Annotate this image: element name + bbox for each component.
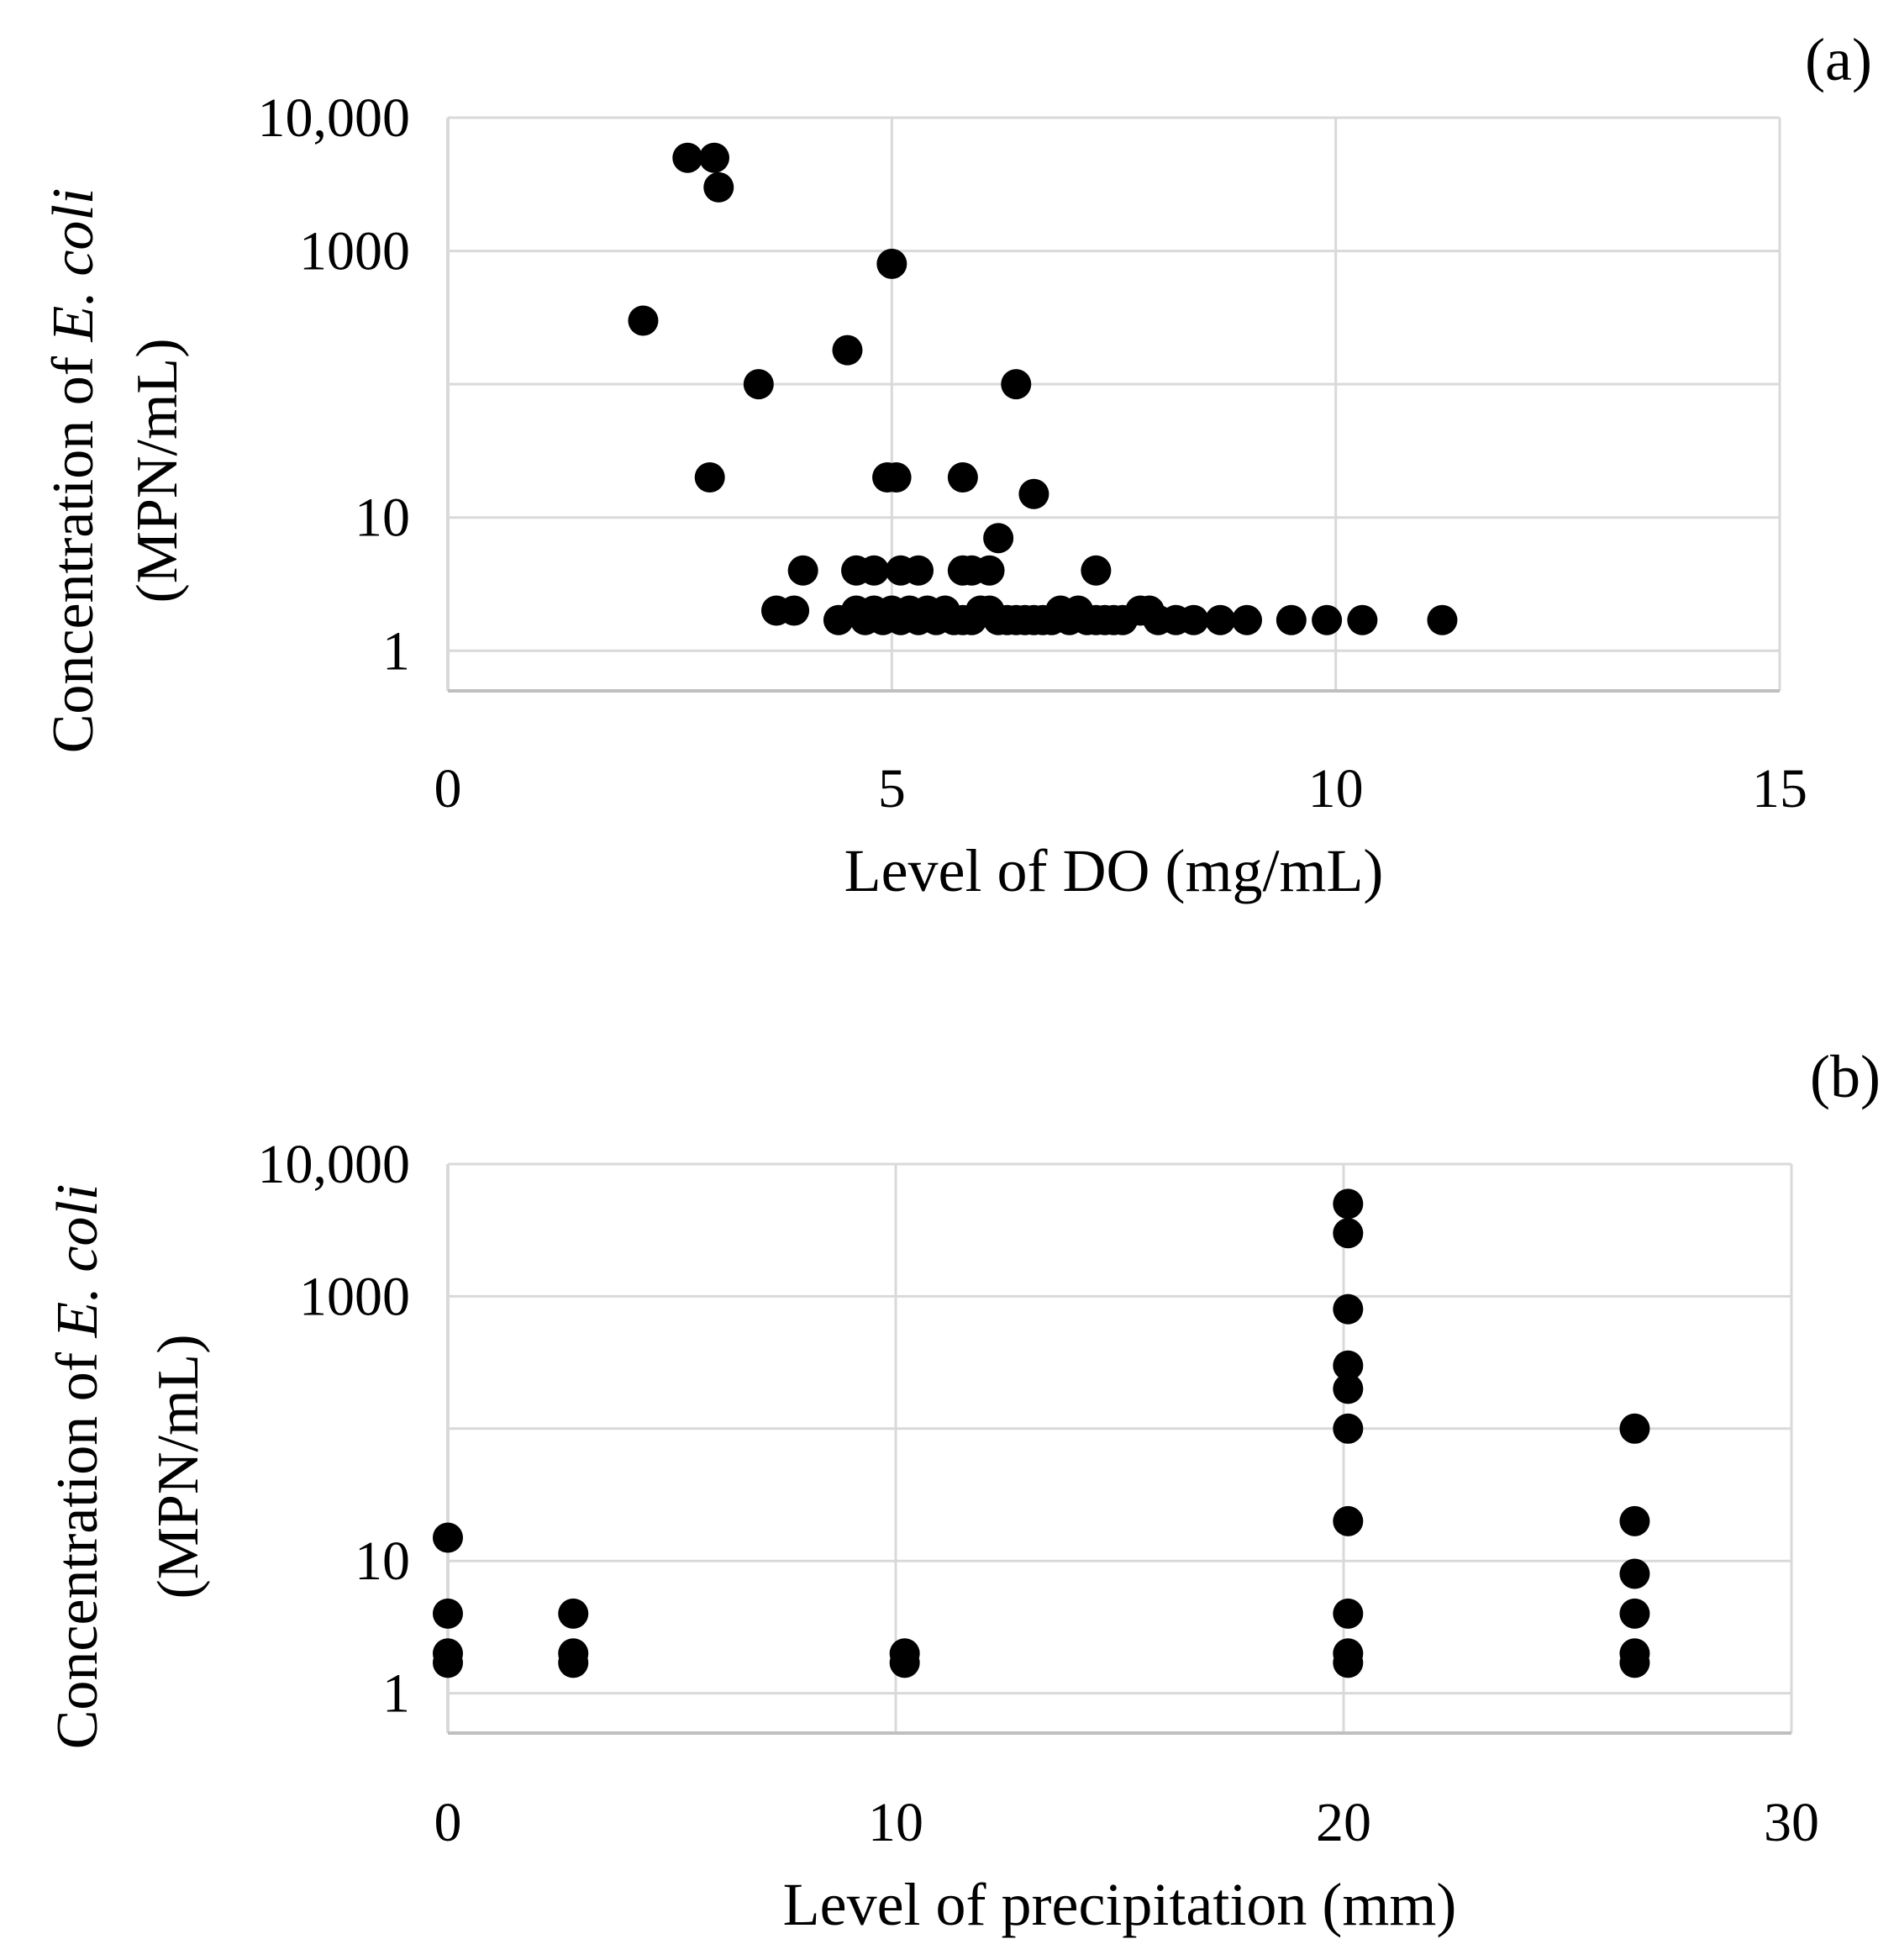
y-tick-label: 1 bbox=[382, 1663, 410, 1725]
data-point bbox=[1427, 604, 1458, 635]
x-tick-label: 0 bbox=[434, 1792, 462, 1853]
panel-a-chart: 1 10 1000 10,000 0 5 10 15 Level of DO (mg/mL) Co… bbox=[41, 26, 1872, 904]
y-axis-label-line1: Concentration of E. coli bbox=[45, 1184, 110, 1750]
data-point bbox=[1347, 604, 1378, 635]
panel-label: (a) bbox=[1805, 26, 1872, 93]
y-axis-label-organism: E. coli bbox=[41, 188, 106, 343]
data-point bbox=[876, 248, 907, 279]
data-point bbox=[881, 461, 912, 493]
data-point bbox=[694, 461, 725, 493]
data-point bbox=[1018, 478, 1049, 509]
data-point bbox=[1205, 604, 1236, 635]
data-point bbox=[1333, 1188, 1364, 1220]
data-point bbox=[1619, 1413, 1650, 1444]
data-point bbox=[1333, 1293, 1364, 1325]
x-tick-label: 10 bbox=[868, 1792, 923, 1853]
y-tick-label: 10,000 bbox=[258, 87, 411, 149]
data-point bbox=[703, 171, 734, 203]
data-point bbox=[1333, 1598, 1364, 1629]
data-point bbox=[1619, 1598, 1650, 1629]
panel-b-chart: 1 10 1000 10,000 0 10 20 30 Level of precipitati… bbox=[45, 1043, 1881, 1938]
x-axis-label: Level of DO (mg/mL) bbox=[844, 837, 1384, 904]
data-point bbox=[1232, 604, 1262, 635]
data-point bbox=[699, 142, 729, 173]
data-point bbox=[1333, 1413, 1364, 1444]
data-point bbox=[779, 595, 810, 626]
x-tick-label: 0 bbox=[434, 758, 462, 819]
panel-label: (b) bbox=[1810, 1043, 1881, 1110]
data-point bbox=[983, 523, 1014, 554]
data-point bbox=[1312, 604, 1343, 635]
data-point bbox=[1178, 604, 1209, 635]
data-point bbox=[1333, 1373, 1364, 1404]
y-tick-label: 10 bbox=[355, 1531, 410, 1592]
data-point bbox=[1333, 1218, 1364, 1249]
data-point bbox=[1001, 369, 1032, 400]
data-point bbox=[433, 1598, 463, 1629]
x-tick-label: 5 bbox=[878, 758, 906, 819]
data-point bbox=[1333, 1647, 1364, 1678]
data-point bbox=[558, 1598, 589, 1629]
data-point bbox=[1619, 1558, 1650, 1589]
data-point bbox=[903, 555, 934, 586]
data-point bbox=[1333, 1505, 1364, 1536]
data-point bbox=[1276, 604, 1307, 635]
y-axis-label-prefix: Concentration of bbox=[41, 341, 106, 753]
y-axis-label-line2: (MPN/mL) bbox=[146, 1335, 211, 1599]
data-point bbox=[947, 461, 978, 493]
y-tick-label: 10 bbox=[355, 487, 410, 549]
y-axis-label-line1: Concentration of E. coli bbox=[41, 188, 106, 754]
data-point bbox=[433, 1522, 463, 1553]
data-point bbox=[787, 555, 818, 586]
data-point bbox=[743, 369, 774, 400]
data-point bbox=[859, 555, 890, 586]
data-point bbox=[974, 555, 1005, 586]
data-point bbox=[832, 335, 863, 366]
x-tick-label: 10 bbox=[1308, 758, 1364, 819]
data-point bbox=[672, 142, 703, 173]
y-axis-label-organism: E. coli bbox=[45, 1184, 110, 1339]
data-point bbox=[558, 1647, 589, 1678]
data-point bbox=[1619, 1505, 1650, 1536]
data-point bbox=[433, 1647, 463, 1678]
y-axis-label-line2: (MPN/mL) bbox=[125, 339, 190, 603]
y-tick-label: 1000 bbox=[299, 1266, 410, 1327]
data-point bbox=[1081, 555, 1112, 586]
y-tick-label: 1 bbox=[382, 620, 410, 682]
y-tick-label: 1000 bbox=[299, 221, 410, 282]
x-tick-label: 20 bbox=[1316, 1792, 1371, 1853]
data-point bbox=[628, 305, 659, 336]
x-axis-label: Level of precipitation (mm) bbox=[783, 1871, 1457, 1938]
data-point bbox=[1333, 1350, 1364, 1381]
x-tick-label: 30 bbox=[1764, 1792, 1819, 1853]
data-point bbox=[889, 1647, 920, 1678]
data-point bbox=[1619, 1647, 1650, 1678]
y-axis-label-prefix: Concentration of bbox=[45, 1337, 110, 1749]
y-tick-label: 10,000 bbox=[258, 1134, 411, 1195]
x-tick-label: 15 bbox=[1752, 758, 1807, 819]
